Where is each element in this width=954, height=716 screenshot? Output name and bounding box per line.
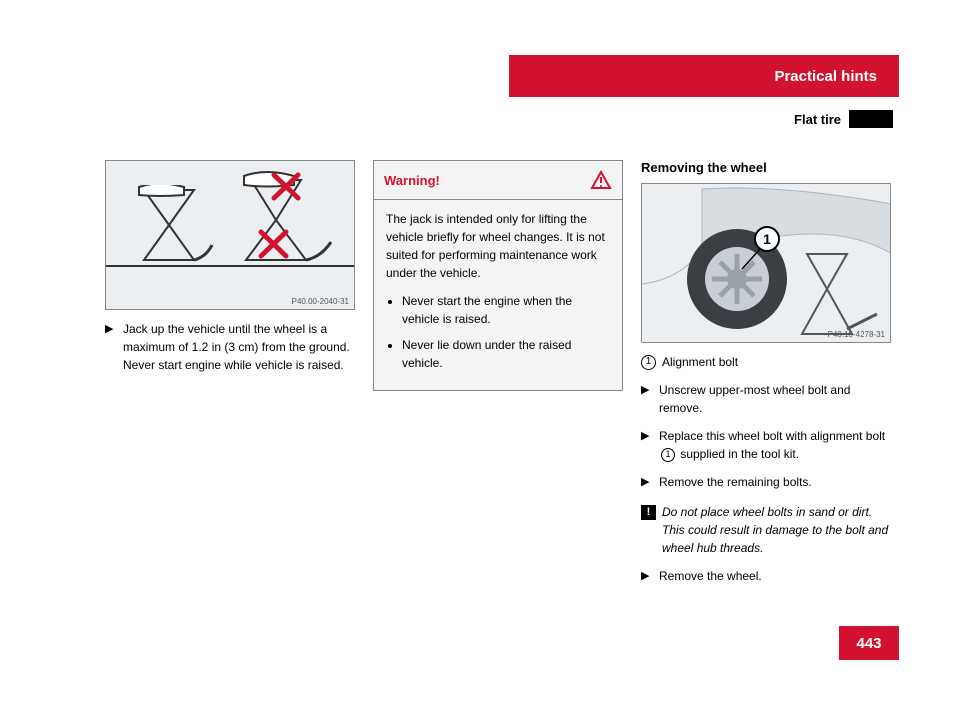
figure-caption: P40.10-4278-31 bbox=[828, 330, 885, 339]
step-text: Replace this wheel bolt with alignment b… bbox=[659, 427, 891, 463]
warning-body: The jack is intended only for lifting th… bbox=[374, 200, 622, 390]
warning-bullet-2: Never lie down under the raised vehicle. bbox=[402, 336, 610, 372]
inline-callout-number: 1 bbox=[661, 448, 675, 462]
step-arrow-icon: ▶ bbox=[641, 567, 659, 585]
warning-title: Warning! bbox=[384, 173, 440, 188]
column-3: Removing the wheel bbox=[641, 160, 891, 585]
section-marker bbox=[849, 110, 893, 128]
note-text: Do not place wheel bolts in sand or dirt… bbox=[662, 503, 891, 557]
step-unscrew: ▶ Unscrew upper-most wheel bolt and remo… bbox=[641, 381, 891, 417]
step-remove-wheel: ▶ Remove the wheel. bbox=[641, 567, 891, 585]
step-text: Remove the remaining bolts. bbox=[659, 473, 891, 491]
section-subtitle: Flat tire bbox=[794, 112, 841, 127]
figure-wheel-removal: 1 P40.10-4278-31 bbox=[641, 183, 891, 343]
step-arrow-icon: ▶ bbox=[641, 473, 659, 491]
chapter-title: Practical hints bbox=[774, 68, 877, 85]
figure-caption: P40.00-2040-31 bbox=[292, 297, 349, 306]
step-text: Jack up the vehicle until the wheel is a… bbox=[123, 320, 355, 374]
step-text: Unscrew upper-most wheel bolt and remove… bbox=[659, 381, 891, 417]
legend-number: 1 bbox=[641, 355, 656, 370]
warning-box: Warning! The jack is intended only for l… bbox=[373, 160, 623, 391]
legend-alignment-bolt: 1 Alignment bolt bbox=[641, 353, 891, 371]
page-number-text: 443 bbox=[856, 635, 881, 652]
column-2: Warning! The jack is intended only for l… bbox=[373, 160, 623, 585]
caution-icon: ! bbox=[641, 505, 656, 520]
step-arrow-icon: ▶ bbox=[641, 427, 659, 463]
figure-jack-usage: P40.00-2040-31 bbox=[105, 160, 355, 310]
note-caution: ! Do not place wheel bolts in sand or di… bbox=[641, 503, 891, 557]
step-text-part-b: supplied in the tool kit. bbox=[677, 447, 799, 461]
warning-triangle-icon bbox=[590, 170, 612, 190]
callout-number: 1 bbox=[763, 231, 771, 247]
step-arrow-icon: ▶ bbox=[641, 381, 659, 417]
section-subheader: Flat tire bbox=[0, 110, 893, 128]
warning-bullet-1: Never start the engine when the vehicle … bbox=[402, 292, 610, 328]
page-number: 443 bbox=[839, 626, 899, 660]
step-replace-bolt: ▶ Replace this wheel bolt with alignment… bbox=[641, 427, 891, 463]
warning-header: Warning! bbox=[374, 161, 622, 200]
content-columns: P40.00-2040-31 ▶ Jack up the vehicle unt… bbox=[105, 160, 895, 585]
section-title: Removing the wheel bbox=[641, 160, 891, 175]
warning-text: The jack is intended only for lifting th… bbox=[386, 210, 610, 282]
step-text: Remove the wheel. bbox=[659, 567, 891, 585]
column-1: P40.00-2040-31 ▶ Jack up the vehicle unt… bbox=[105, 160, 355, 585]
step-arrow-icon: ▶ bbox=[105, 320, 123, 374]
step-jack-up: ▶ Jack up the vehicle until the wheel is… bbox=[105, 320, 355, 374]
step-remove-bolts: ▶ Remove the remaining bolts. bbox=[641, 473, 891, 491]
legend-text: Alignment bolt bbox=[662, 353, 738, 371]
step-text-part-a: Replace this wheel bolt with alignment b… bbox=[659, 429, 885, 443]
chapter-header: Practical hints bbox=[509, 55, 899, 97]
